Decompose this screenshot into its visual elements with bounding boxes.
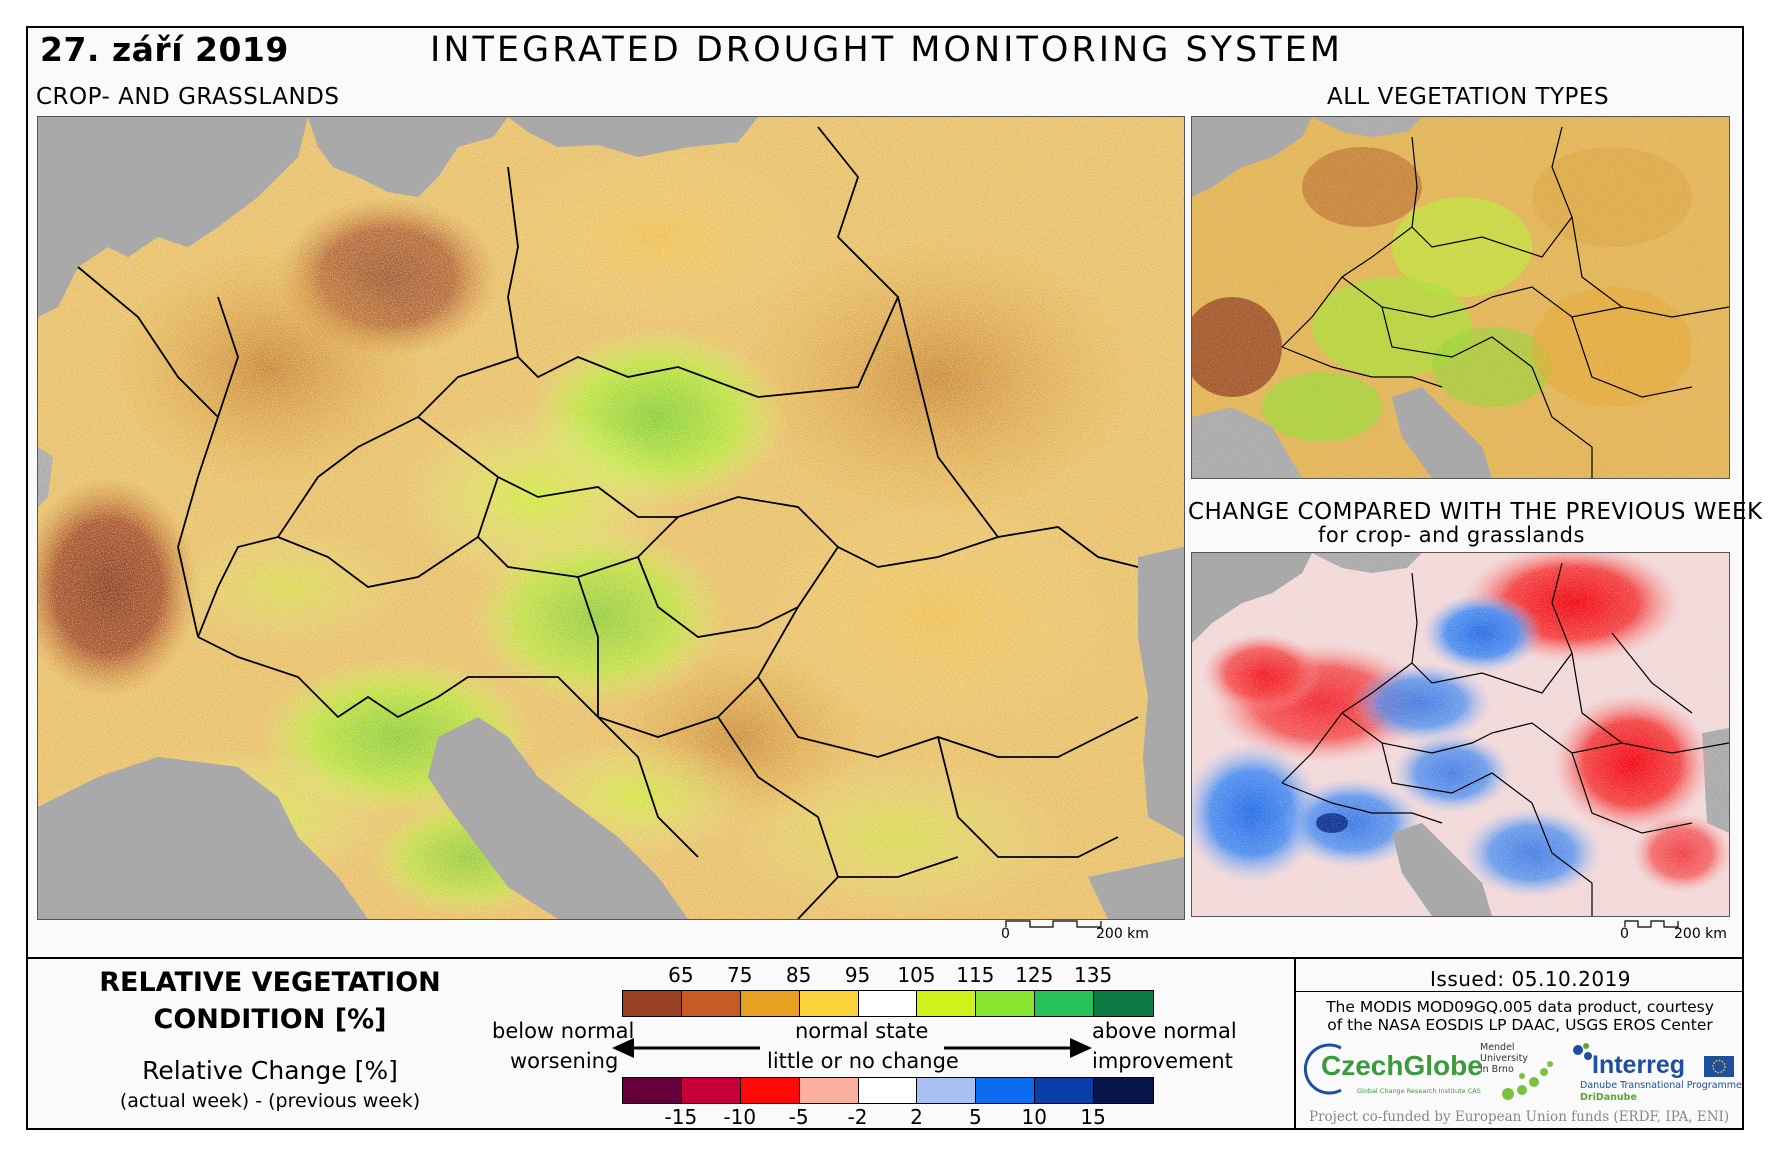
interreg-logo-sub2: DriDanube — [1580, 1092, 1637, 1103]
change-scale-dist: 200 km — [1674, 926, 1727, 942]
main-map — [37, 116, 1185, 920]
page-title: INTEGRATED DROUGHT MONITORING SYSTEM — [430, 30, 1343, 70]
veg-map-label: ALL VEGETATION TYPES — [1327, 84, 1610, 110]
chg-ticks-label-6: 10 — [1021, 1105, 1047, 1129]
chg-ticks-label-1: -10 — [723, 1105, 757, 1129]
mendel-logo: Mendel University in Brno — [1480, 1042, 1528, 1075]
cond-bar-swatch-7 — [1035, 991, 1094, 1016]
credit-line1: The MODIS MOD09GQ.005 data product, cour… — [1326, 998, 1714, 1016]
chg-bar-swatch-8 — [1094, 1078, 1153, 1103]
chg-bar-swatch-5 — [917, 1078, 977, 1103]
eu-flag-icon — [1704, 1056, 1734, 1077]
cond-ticks-label-1: 75 — [727, 963, 753, 987]
chg-ticks-label-2: -5 — [788, 1105, 809, 1129]
cond-bar-swatch-3 — [799, 991, 859, 1016]
legend-sub-line1: Relative Change [%] — [142, 1056, 398, 1085]
label-below-normal: below normal — [492, 1019, 635, 1043]
cond-bar-swatch-0 — [623, 991, 682, 1016]
chg-bar-swatch-7 — [1035, 1078, 1094, 1103]
cond-ticks-label-5: 115 — [956, 963, 995, 987]
main-scale-dist: 200 km — [1096, 926, 1149, 942]
main-scale-zero: 0 — [1001, 926, 1010, 942]
legend-sub-line2: (actual week) - (previous week) — [119, 1090, 421, 1112]
arrow-right-icon — [944, 1038, 1092, 1058]
date-label: 27. září 2019 — [40, 30, 289, 69]
main-scale-bar — [1005, 920, 1102, 928]
change-map-svg — [1192, 553, 1729, 916]
cond-ticks-label-2: 85 — [785, 963, 812, 987]
cond-bar-swatch-4 — [858, 991, 918, 1016]
issued-date: Issued: 05.10.2019 — [1430, 967, 1632, 991]
cond-bar-swatch-1 — [681, 991, 741, 1016]
chg-bar-swatch-3 — [799, 1078, 859, 1103]
chg-ticks-label-3: -2 — [847, 1105, 868, 1129]
change-map — [1191, 552, 1730, 917]
main-map-label: CROP- AND GRASSLANDS — [36, 84, 340, 110]
chg-ticks-label-7: 15 — [1080, 1105, 1106, 1129]
issued-separator — [1296, 991, 1742, 992]
arrow-left-icon — [612, 1038, 760, 1058]
change-map-sublabel: for crop- and grasslands — [1318, 523, 1585, 547]
credit-line2: of the NASA EOSDIS LP DAAC, USGS EROS Ce… — [1327, 1016, 1713, 1034]
veg-map — [1191, 116, 1730, 479]
cond-ticks-label-0: 65 — [668, 963, 694, 987]
veg-map-svg — [1192, 117, 1729, 478]
main-map-svg — [38, 117, 1184, 919]
mendel-dots-icon — [1502, 1061, 1553, 1100]
legend-separator — [28, 957, 1742, 959]
change-scale-zero: 0 — [1620, 926, 1629, 942]
change-map-label: CHANGE COMPARED WITH THE PREVIOUS WEEK — [1188, 499, 1763, 525]
cond-ticks-label-4: 105 — [897, 963, 936, 987]
chg-bar-swatch-4 — [858, 1078, 918, 1103]
interreg-logo-sub: Danube Transnational Programme — [1580, 1080, 1742, 1091]
cond-bar-swatch-5 — [917, 991, 977, 1016]
label-little-change: little or no change — [767, 1049, 959, 1073]
condition-colorbar — [622, 990, 1154, 1017]
label-worsening: worsening — [510, 1049, 619, 1073]
label-above-normal: above normal — [1092, 1019, 1237, 1043]
czechglobe-logo: CzechGlobe — [1321, 1050, 1483, 1081]
cond-bar-swatch-2 — [740, 991, 800, 1016]
cond-ticks-label-6: 125 — [1015, 963, 1054, 987]
interreg-mark-icon — [1573, 1043, 1592, 1060]
info-separator — [1294, 957, 1296, 1128]
chg-bar-swatch-2 — [740, 1078, 800, 1103]
chg-bar-swatch-1 — [681, 1078, 741, 1103]
cond-bar-swatch-6 — [976, 991, 1036, 1016]
cond-bar-swatch-8 — [1094, 991, 1153, 1016]
cond-ticks-label-3: 95 — [844, 963, 871, 987]
mendel-line1: Mendel — [1480, 1042, 1515, 1053]
cond-ticks-label-7: 135 — [1074, 963, 1113, 987]
legend-title-line1: RELATIVE VEGETATION — [99, 967, 441, 998]
chg-bar-swatch-6 — [976, 1078, 1036, 1103]
legend-title-line2: CONDITION [%] — [153, 1004, 387, 1035]
chg-ticks-label-4: 2 — [910, 1105, 923, 1129]
funding-note: Project co-funded by European Union fund… — [1309, 1109, 1730, 1125]
mendel-line3: in Brno — [1480, 1064, 1514, 1075]
chg-bar-swatch-0 — [623, 1078, 682, 1103]
chg-ticks-label-0: -15 — [664, 1105, 698, 1129]
czechglobe-logo-icon — [1303, 1043, 1342, 1095]
change-scale-bar — [1624, 920, 1679, 928]
label-improvement: improvement — [1092, 1049, 1233, 1073]
label-normal-state: normal state — [795, 1019, 929, 1043]
interreg-logo: Interreg — [1592, 1051, 1686, 1079]
mendel-line2: University — [1480, 1053, 1528, 1064]
czechglobe-logo-sub: Global Change Research Institute CAS — [1357, 1087, 1481, 1095]
change-colorbar — [622, 1077, 1154, 1104]
chg-ticks-label-5: 5 — [968, 1105, 982, 1129]
